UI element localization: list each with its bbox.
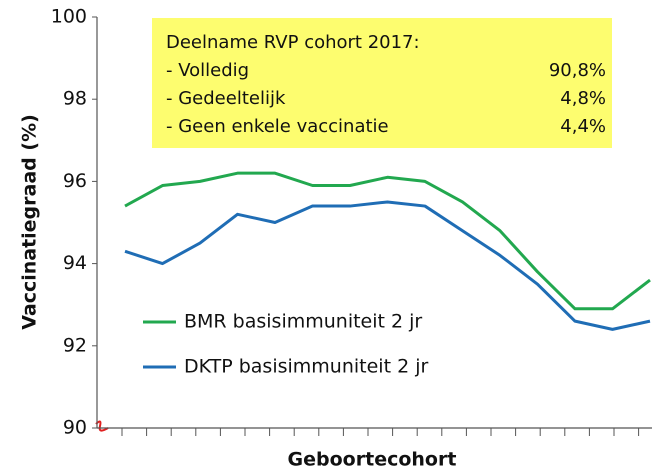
annotation-label: - Volledig xyxy=(166,60,249,81)
annotation-value: 90,8% xyxy=(549,60,606,81)
axis-break xyxy=(95,420,109,432)
annotation-value: 4,8% xyxy=(560,88,606,109)
legend-label: DKTP basisimmuniteit 2 jr xyxy=(184,356,428,378)
legend-label: BMR basisimmuniteit 2 jr xyxy=(184,311,422,333)
annotation-box xyxy=(152,18,612,148)
annotation-label: - Geen enkele vaccinatie xyxy=(166,116,389,137)
y-tick-label: 100 xyxy=(51,6,87,28)
annotation-title: Deelname RVP cohort 2017: xyxy=(166,32,420,53)
series-line xyxy=(124,171,651,311)
annotation-value: 4,4% xyxy=(560,116,606,137)
x-axis-label: Geboortecohort xyxy=(288,449,457,471)
annotation-label: - Gedeeltelijk xyxy=(166,88,286,109)
y-tick-label: 90 xyxy=(63,417,87,439)
y-tick-label: 94 xyxy=(63,252,87,274)
y-tick-label: 92 xyxy=(63,334,87,356)
series-line xyxy=(124,200,651,331)
y-tick-label: 96 xyxy=(63,170,87,192)
y-axis-label: Vaccinatiegraad (%) xyxy=(19,114,41,330)
y-tick-label: 98 xyxy=(63,88,87,110)
